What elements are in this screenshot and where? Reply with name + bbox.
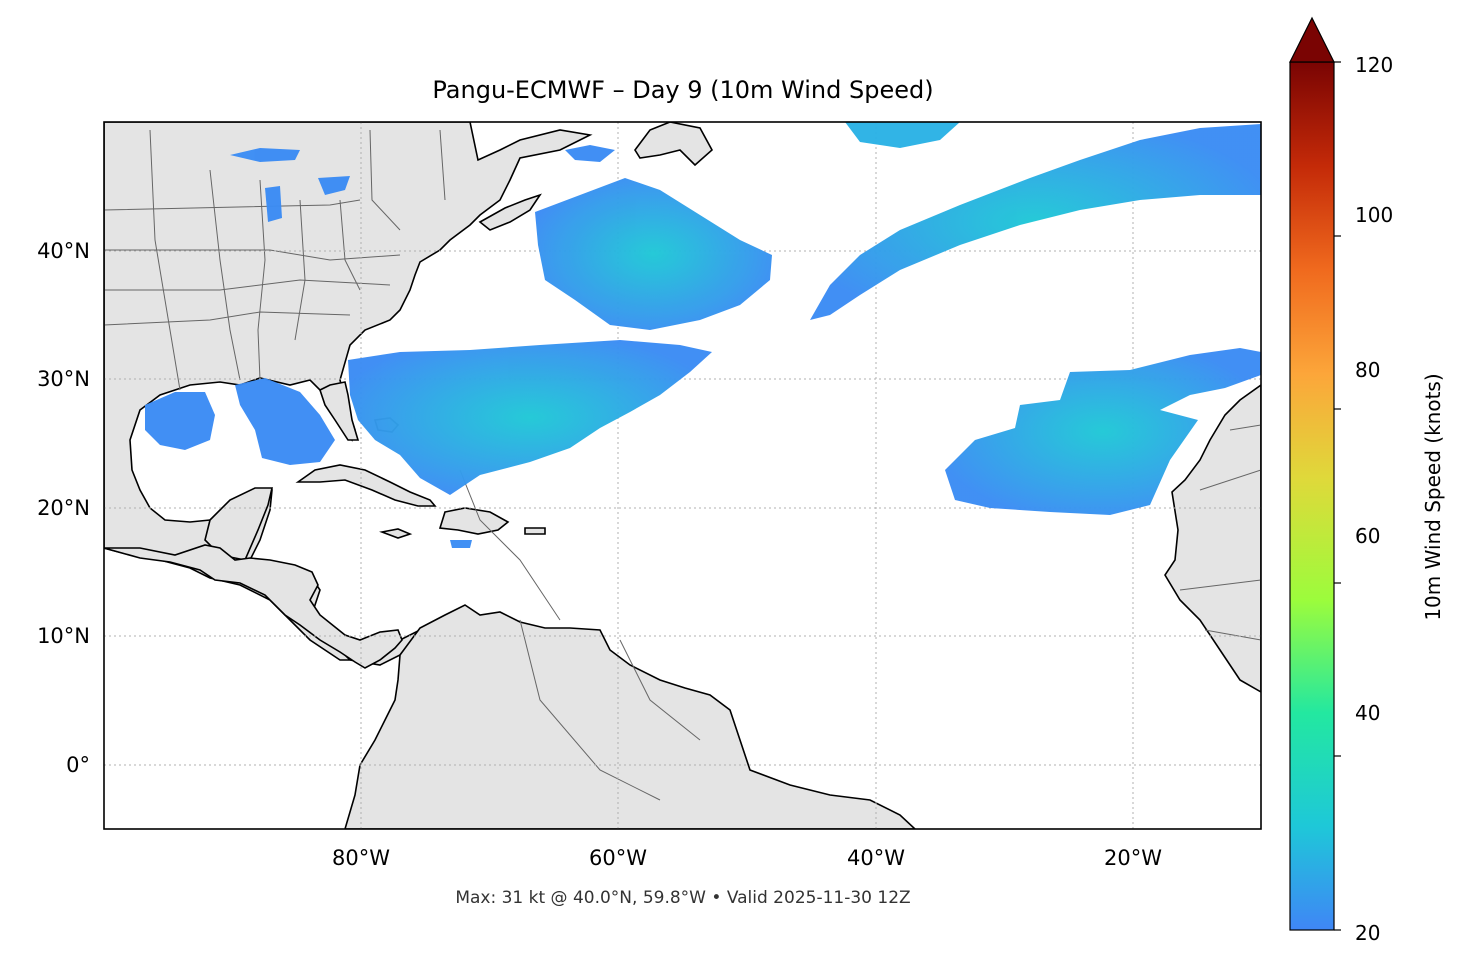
map-title: Pangu-ECMWF – Day 9 (10m Wind Speed) [432,76,933,104]
lat-tick-labels: 40°N 30°N 20°N 10°N 0° [37,239,90,777]
wind-region-east-atlantic [945,348,1261,515]
land-central-america [104,544,403,669]
colorbar-title: 10m Wind Speed (knots) [1421,373,1445,620]
land-newfoundland [634,122,714,167]
land-hispaniola [438,507,510,535]
lat-label: 0° [66,753,90,777]
colorbar: 20 40 60 80 100 120 10m Wind Speed (knot… [1289,16,1445,945]
map-area [104,122,1261,829]
wind-region-west-atlantic [348,340,712,495]
land-africa [1164,384,1261,693]
land-nova-scotia [478,193,542,231]
lon-tick-labels: 80°W 60°W 40°W 20°W [332,846,1162,870]
land-cuba [295,464,437,507]
wind-region-north-central [810,124,1261,320]
wind-region-canada-coast [845,122,960,148]
colorbar-extend-arrow [1289,16,1335,63]
wind-region-gulf-west [145,392,215,450]
political-borders [104,129,1261,801]
colorbar-gradient [1289,61,1335,931]
land-jamaica [379,528,413,539]
lon-label: 80°W [332,846,390,870]
colorbar-tick-label: 20 [1355,921,1380,945]
lat-label: 10°N [37,624,90,648]
wind-region-caribbean-small [450,540,472,548]
wind-region-gulf-east [235,378,335,465]
wind-region-great-lakes-3 [318,176,350,195]
lat-label: 40°N [37,239,90,263]
colorbar-tick-label: 100 [1355,203,1393,227]
colorbar-ticks [1334,61,1341,931]
lon-label: 60°W [589,846,647,870]
lat-label: 20°N [37,496,90,520]
colorbar-tick-label: 80 [1355,358,1380,382]
lat-label: 30°N [37,367,90,391]
map-frame [103,121,1262,830]
wind-field [145,122,1261,548]
wind-region-gulf-stream [535,178,772,330]
wind-region-great-lakes-2 [265,186,282,222]
colorbar-tick-label: 60 [1355,524,1380,548]
land-florida [319,381,360,441]
lon-label: 20°W [1104,846,1162,870]
wind-region-gulf-st-lawrence [565,145,615,162]
colorbar-tick-label: 120 [1355,53,1393,77]
lon-label: 40°W [847,846,905,870]
land-puerto-rico [524,527,546,535]
footer-annotation: Max: 31 kt @ 40.0°N, 59.8°W • Valid 2025… [455,888,910,908]
colorbar-tick-label: 40 [1355,701,1380,725]
wind-region-great-lakes-1 [230,148,300,162]
